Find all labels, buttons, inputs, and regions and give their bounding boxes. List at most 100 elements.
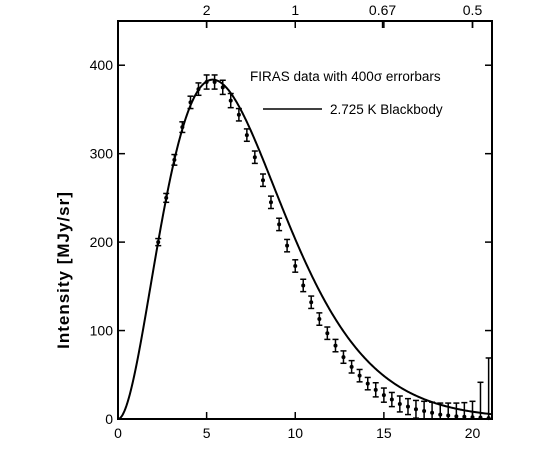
data-points (155, 74, 492, 421)
data-point (348, 359, 355, 374)
data-point (364, 376, 371, 391)
data-point (243, 128, 250, 143)
data-point (340, 350, 347, 365)
data-marker (462, 414, 467, 419)
data-point (155, 237, 162, 247)
data-point (316, 312, 323, 326)
x-tick-label: 20 (465, 425, 481, 441)
data-marker (446, 413, 451, 418)
data-point (445, 402, 452, 420)
data-marker (220, 85, 225, 90)
data-marker (381, 393, 386, 398)
data-point (380, 387, 387, 403)
data-point (187, 95, 194, 110)
y-axis-title: Intensity [MJy/sr] (54, 191, 73, 349)
data-point (421, 400, 428, 420)
data-point (163, 192, 170, 204)
data-marker (285, 243, 290, 248)
data-marker (317, 317, 322, 322)
data-point (404, 397, 411, 416)
data-point (259, 173, 266, 188)
data-point (469, 400, 476, 420)
data-marker (357, 373, 362, 378)
data-marker (204, 80, 209, 85)
data-marker (430, 410, 435, 415)
data-marker (405, 404, 410, 409)
data-point (211, 74, 218, 90)
y-tick-label: 0 (105, 411, 113, 427)
legend-entry-blackbody: 2.725 K Blackbody (330, 102, 443, 117)
data-marker (486, 416, 491, 421)
data-point (267, 195, 274, 210)
data-point (324, 326, 331, 341)
data-point (227, 92, 234, 109)
top-tick-label: 1 (291, 2, 299, 18)
data-marker (389, 397, 394, 402)
data-point (453, 402, 460, 420)
x-tick-label: 10 (287, 425, 303, 441)
data-point (372, 381, 379, 398)
data-marker (172, 157, 177, 162)
data-marker (373, 387, 378, 392)
data-marker (397, 401, 402, 406)
y-tick-label: 100 (90, 323, 114, 339)
data-marker (228, 98, 233, 103)
plot-frame (117, 20, 493, 420)
data-marker (413, 407, 418, 412)
y-tick-label: 300 (90, 146, 114, 162)
data-point (203, 74, 210, 90)
data-marker (260, 178, 265, 183)
data-point (388, 391, 395, 408)
data-marker (478, 415, 483, 420)
data-point (477, 381, 484, 420)
data-point (179, 121, 186, 134)
data-marker (252, 155, 257, 160)
data-marker (164, 195, 169, 200)
data-marker (244, 133, 249, 138)
data-marker (422, 409, 427, 414)
data-marker (180, 125, 185, 130)
blackbody-curve (118, 78, 492, 420)
data-point (412, 399, 419, 419)
y-tick-label: 200 (90, 234, 114, 250)
x-tick-label: 5 (203, 425, 211, 441)
data-point (284, 238, 291, 253)
data-marker (293, 263, 298, 268)
data-marker (349, 364, 354, 369)
data-point (332, 338, 339, 353)
x-tick-label: 0 (114, 425, 122, 441)
data-marker (212, 80, 217, 85)
legend: FIRAS data with 400σ errorbars 2.725 K B… (250, 69, 443, 117)
data-point (437, 402, 444, 420)
data-marker (438, 412, 443, 417)
data-marker (277, 222, 282, 227)
data-marker (196, 87, 201, 92)
data-point (235, 107, 242, 122)
top-tick-label: 0.5 (463, 2, 483, 18)
data-marker (156, 240, 161, 245)
data-point (195, 82, 202, 97)
data-marker (188, 100, 193, 105)
data-point (308, 295, 315, 310)
data-point (429, 401, 436, 420)
data-point (171, 153, 178, 166)
x-tick-label: 15 (376, 425, 392, 441)
data-point (356, 368, 363, 383)
data-point (396, 395, 403, 413)
data-point (300, 278, 307, 293)
data-marker (365, 381, 370, 386)
top-tick-label: 0.67 (369, 2, 396, 18)
data-point (251, 150, 258, 165)
data-marker (454, 414, 459, 419)
data-marker (470, 415, 475, 420)
data-point (485, 357, 492, 421)
y-tick-label: 400 (90, 57, 114, 73)
data-marker (268, 200, 273, 205)
blackbody-line (118, 78, 492, 420)
data-point (276, 217, 283, 232)
data-marker (341, 355, 346, 360)
data-marker (236, 112, 241, 117)
data-point (461, 401, 468, 420)
